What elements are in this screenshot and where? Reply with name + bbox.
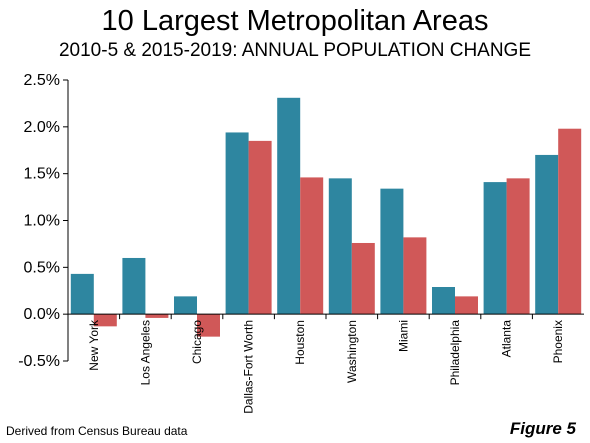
bar-red xyxy=(351,242,375,315)
figure-label: Figure 5 xyxy=(509,419,576,438)
bar-red xyxy=(248,140,272,315)
bar-teal xyxy=(535,154,559,315)
chart-subtitle: 2010-5 & 2015-2019: ANNUAL POPULATION CH… xyxy=(58,40,532,61)
bar-teal xyxy=(225,132,249,315)
bar-red xyxy=(300,177,324,315)
bar-teal xyxy=(122,257,146,315)
bar-teal xyxy=(380,188,404,315)
y-tick-label: 0.5% xyxy=(24,259,60,276)
bar-teal xyxy=(277,97,301,315)
bar-red xyxy=(558,128,582,315)
bar-red xyxy=(506,178,530,315)
x-category-label: Chicago xyxy=(190,320,204,364)
x-category-label: Phoenix xyxy=(551,320,565,363)
x-category-label: Houston xyxy=(293,320,307,365)
y-tick-label: 1.5% xyxy=(24,166,60,183)
bar-red xyxy=(145,314,169,318)
y-tick-label: 2.5% xyxy=(24,72,60,89)
y-tick-label: 0.0% xyxy=(24,306,60,323)
bar-teal xyxy=(432,287,455,315)
x-category-label: Los Angeles xyxy=(138,320,152,385)
bar-teal xyxy=(174,296,197,315)
y-tick-label: -0.5% xyxy=(18,353,60,370)
x-category-label: Philadelphia xyxy=(448,320,462,386)
bar-teal xyxy=(70,273,94,315)
bar-teal xyxy=(483,182,507,315)
bar-teal xyxy=(328,178,352,315)
bar-red xyxy=(403,237,427,315)
x-category-label: Washington xyxy=(345,320,359,383)
chart-title: 10 Largest Metropolitan Areas xyxy=(101,5,489,37)
x-category-label: Miami xyxy=(396,320,410,352)
bar-red xyxy=(197,314,220,337)
y-tick-label: 1.0% xyxy=(24,213,60,230)
source-note: Derived from Census Bureau data xyxy=(6,424,188,438)
x-category-label: Dallas-Fort Worth xyxy=(242,320,256,414)
bar-red xyxy=(93,314,117,327)
x-category-label: New York xyxy=(87,319,101,371)
x-category-label: Atlanta xyxy=(500,320,514,358)
y-tick-label: 2.0% xyxy=(24,119,60,136)
bar-red xyxy=(455,296,478,315)
